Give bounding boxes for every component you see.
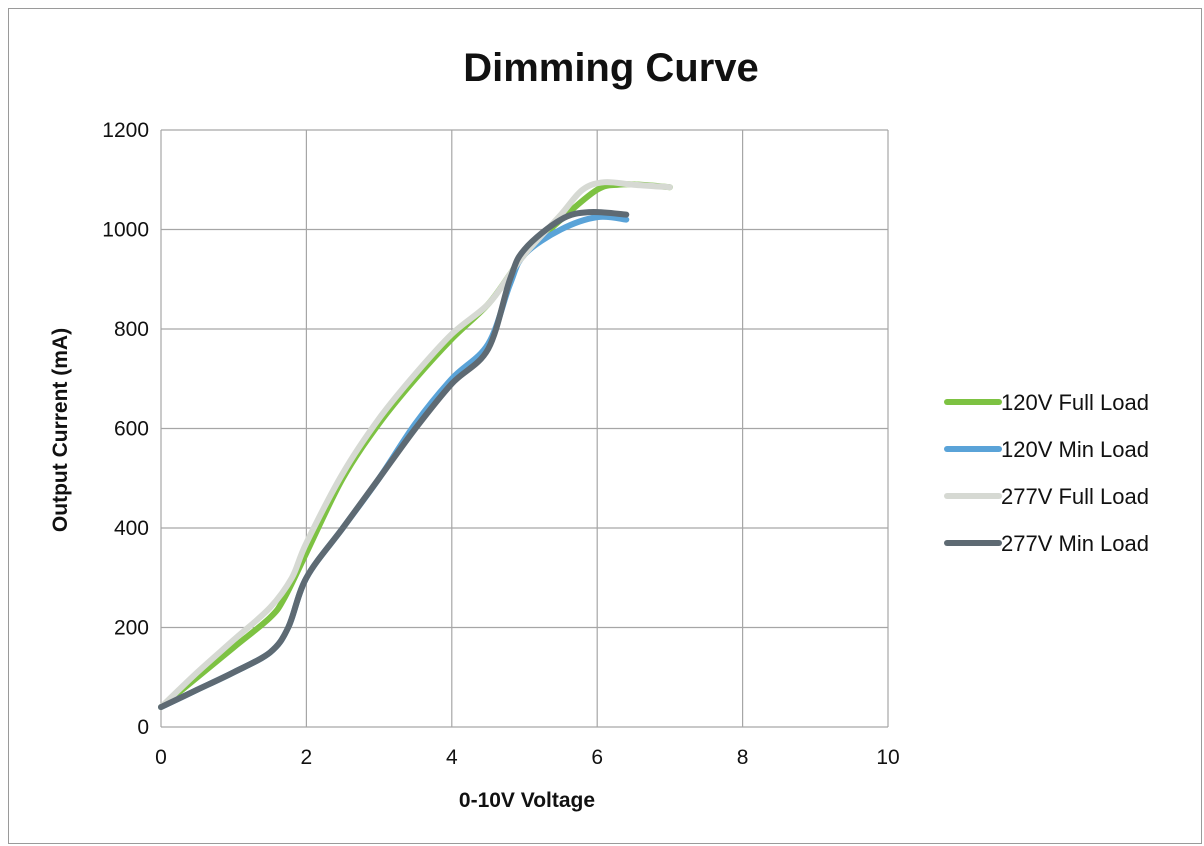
chart-title: Dimming Curve: [463, 46, 759, 90]
x-tick-label-0: 0: [155, 746, 167, 769]
tick-labels: 0 2 4 6 8 10 0 200 400 600 800 1000 1200: [102, 119, 899, 769]
y-axis-title: Output Current (mA): [49, 328, 72, 532]
y-tick-label-800: 800: [114, 318, 149, 341]
x-tick-label-4: 4: [446, 746, 458, 769]
x-tick-label-10: 10: [876, 746, 899, 769]
series-line-120v-full-load: [158, 181, 673, 711]
dimming-curve-chart: Dimming Curve 0 2 4 6 8 10 0 200 400 600 800 1000 12…: [49, 46, 1149, 812]
x-tick-label-8: 8: [737, 746, 749, 769]
y-tick-label-1200: 1200: [102, 119, 149, 142]
grid-layer: [160, 129, 889, 728]
chart-frame: Dimming Curve 0 2 4 6 8 10 0 200 400 600 800 1000 12…: [8, 8, 1202, 844]
x-tick-label-6: 6: [591, 746, 603, 769]
x-tick-label-2: 2: [301, 746, 313, 769]
y-tick-label-200: 200: [114, 617, 149, 640]
legend-label-120v-full-load: 120V Full Load: [1001, 390, 1149, 415]
series-line-277v-full-load: [158, 179, 673, 711]
series-line-277v-min-load: [158, 208, 630, 711]
legend-label-277v-full-load: 277V Full Load: [1001, 484, 1149, 509]
legend: 120V Full Load 120V Min Load 277V Full Loa…: [944, 390, 1149, 556]
series-layer: [158, 179, 673, 711]
y-tick-label-0: 0: [137, 716, 149, 739]
y-tick-label-1000: 1000: [102, 219, 149, 242]
y-tick-label-400: 400: [114, 517, 149, 540]
y-tick-label-600: 600: [114, 418, 149, 441]
legend-label-120v-min-load: 120V Min Load: [1001, 437, 1149, 462]
x-axis-title: 0-10V Voltage: [459, 789, 595, 812]
legend-label-277v-min-load: 277V Min Load: [1001, 531, 1149, 556]
